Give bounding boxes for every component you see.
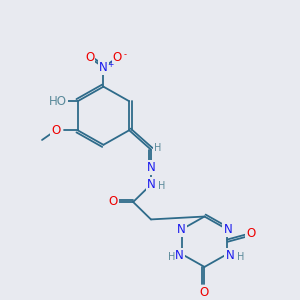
Text: N: N [147, 160, 155, 174]
Text: O: O [85, 51, 94, 64]
Text: O: O [113, 51, 122, 64]
Text: -: - [123, 50, 126, 59]
Text: H: H [168, 252, 176, 262]
Text: O: O [51, 124, 61, 137]
Text: N: N [175, 249, 184, 262]
Text: +: + [107, 60, 114, 69]
Text: N: N [224, 223, 232, 236]
Text: H: H [237, 252, 244, 262]
Text: H: H [154, 143, 161, 153]
Text: N: N [225, 249, 234, 262]
Text: H: H [158, 181, 165, 190]
Text: N: N [99, 61, 108, 74]
Text: N: N [147, 178, 155, 191]
Text: O: O [200, 286, 209, 298]
Text: N: N [177, 223, 186, 236]
Text: O: O [246, 227, 255, 241]
Text: O: O [109, 196, 118, 208]
Text: HO: HO [49, 95, 67, 108]
